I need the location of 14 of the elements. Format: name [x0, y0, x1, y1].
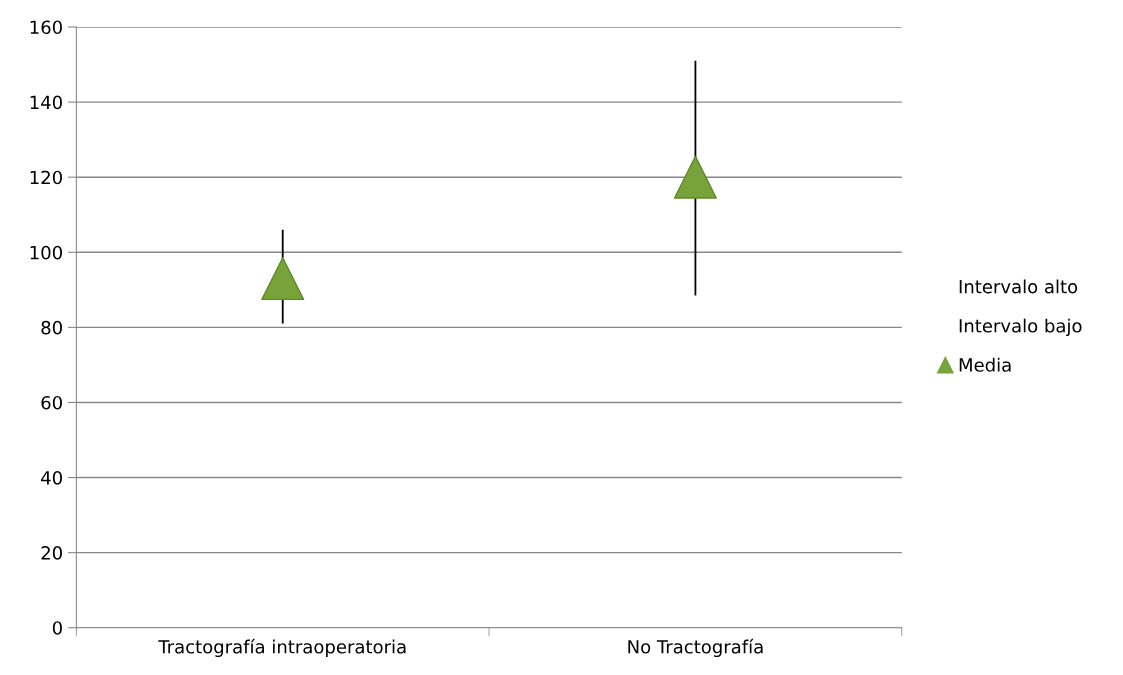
y-tick-label: 0	[52, 621, 62, 635]
y-tick-label: 100	[30, 245, 62, 260]
text: Intervalo bajo	[959, 318, 1082, 337]
y-tick-label: 80	[41, 320, 62, 335]
x-tick-label: No Tractografía	[628, 638, 763, 658]
legend-label: Media	[959, 357, 1011, 372]
y-tick-label: 20	[41, 546, 62, 560]
y-tick-label: 160	[30, 20, 62, 35]
text: Intervalo alto	[959, 279, 1078, 294]
x-tick-label: Tractografía intraoperatoria	[158, 638, 406, 658]
y-tick-label: 120	[30, 170, 62, 185]
y-tick-label: 40	[41, 471, 62, 485]
y-tick-label: 60	[41, 395, 62, 410]
y-tick-label: 140	[30, 95, 62, 110]
